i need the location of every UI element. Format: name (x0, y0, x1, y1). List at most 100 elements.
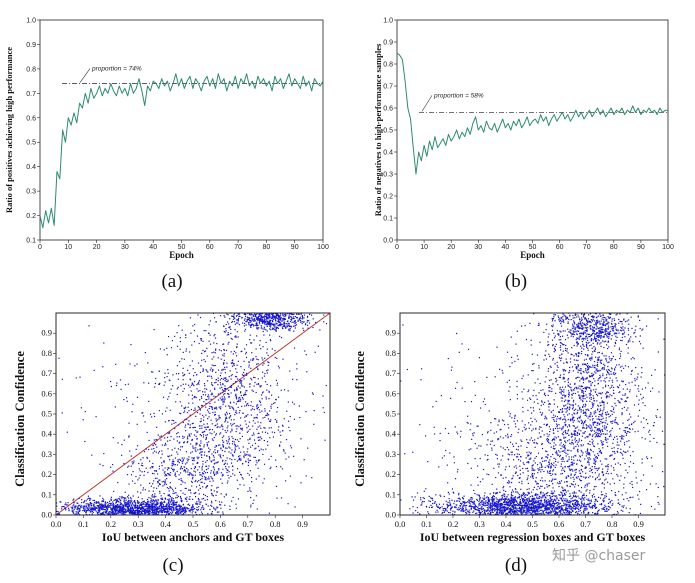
scatter-point (546, 495, 548, 497)
scatter-point (218, 501, 221, 503)
scatter-point (168, 494, 170, 496)
scatter-point (228, 396, 230, 398)
scatter-point (151, 467, 153, 469)
scatter-point (289, 370, 291, 372)
scatter-point (600, 503, 603, 505)
scatter-point (524, 502, 526, 504)
scatter-point (129, 513, 131, 515)
scatter-point (506, 503, 508, 505)
scatter-point (102, 465, 104, 467)
scatter-point (86, 498, 88, 500)
scatter-point (142, 465, 144, 467)
scatter-point (487, 499, 490, 502)
scatter-point (180, 505, 182, 507)
scatter-point (99, 505, 101, 507)
scatter-point (289, 415, 291, 418)
scatter-point (102, 500, 104, 503)
scatter-point (211, 392, 213, 394)
scatter-point (209, 456, 211, 459)
scatter-point (159, 479, 161, 481)
scatter-point (98, 504, 101, 506)
scatter-point (266, 323, 268, 326)
scatter-point (115, 512, 117, 514)
scatter-point (137, 511, 139, 513)
scatter-point (550, 508, 553, 510)
scatter-point (240, 473, 242, 475)
scatter-point (228, 443, 231, 445)
scatter-point (262, 319, 264, 321)
scatter-point (246, 374, 248, 376)
scatter-point (556, 498, 558, 500)
scatter-point (87, 509, 89, 512)
scatter-point (473, 506, 476, 508)
scatter-point (284, 452, 286, 454)
scatter-point (517, 492, 519, 494)
scatter-point (267, 369, 269, 371)
scatter-point (198, 499, 200, 501)
scatter-point (118, 498, 121, 500)
scatter-point (277, 327, 279, 329)
scatter-point (210, 398, 212, 401)
scatter-point (443, 511, 445, 513)
scatter-point (483, 502, 485, 504)
scatter-point (161, 413, 164, 415)
scatter-point (186, 467, 188, 470)
scatter-point (189, 364, 191, 367)
scatter-point (64, 507, 67, 509)
scatter-point (145, 511, 147, 513)
scatter-point (294, 319, 296, 322)
scatter-point (214, 411, 216, 413)
scatter-point (281, 468, 284, 470)
scatter-point (520, 509, 522, 511)
scatter-point (493, 497, 495, 500)
scatter-point (231, 362, 233, 364)
scatter-point (104, 502, 106, 504)
scatter-point (540, 499, 543, 502)
scatter-point (213, 474, 215, 476)
scatter-point (178, 509, 180, 512)
scatter-point (249, 437, 251, 439)
scatter-point (214, 352, 216, 354)
scatter-point (182, 379, 184, 381)
scatter-point (185, 350, 187, 352)
scatter-point (167, 512, 169, 514)
scatter-point (91, 510, 93, 512)
scatter-point (111, 508, 113, 510)
scatter-point (61, 508, 63, 510)
scatter-point (445, 508, 447, 510)
scatter-point (220, 406, 222, 408)
scatter-point (250, 496, 252, 499)
x-tick-label: 10 (64, 244, 72, 251)
scatter-point (451, 506, 453, 508)
scatter-point (227, 441, 229, 443)
scatter-point (482, 503, 484, 505)
scatter-point (153, 447, 155, 450)
scatter-point (522, 501, 524, 503)
scatter-point (182, 383, 184, 385)
scatter-point (216, 426, 218, 429)
scatter-point (207, 478, 209, 480)
scatter-point (116, 382, 118, 384)
scatter-point (520, 497, 523, 499)
scatter-point (80, 407, 82, 409)
scatter-point (584, 497, 586, 499)
scatter-point (231, 360, 233, 362)
scatter-point (221, 398, 224, 400)
scatter-point (179, 472, 182, 474)
scatter-point (563, 512, 565, 514)
scatter-point (536, 510, 539, 512)
x-tick-label: 0 (395, 244, 399, 251)
scatter-point (112, 508, 115, 510)
scatter-point (188, 372, 190, 374)
scatter-point (165, 410, 167, 412)
scatter-point (445, 509, 447, 511)
scatter-point (240, 458, 242, 460)
scatter-point (207, 409, 209, 411)
scatter-point (199, 427, 201, 430)
scatter-point (230, 462, 233, 464)
scatter-point (277, 314, 279, 316)
scatter-point (462, 507, 464, 509)
scatter-point (227, 343, 229, 345)
scatter-point (602, 499, 604, 501)
scatter-point (511, 500, 513, 502)
